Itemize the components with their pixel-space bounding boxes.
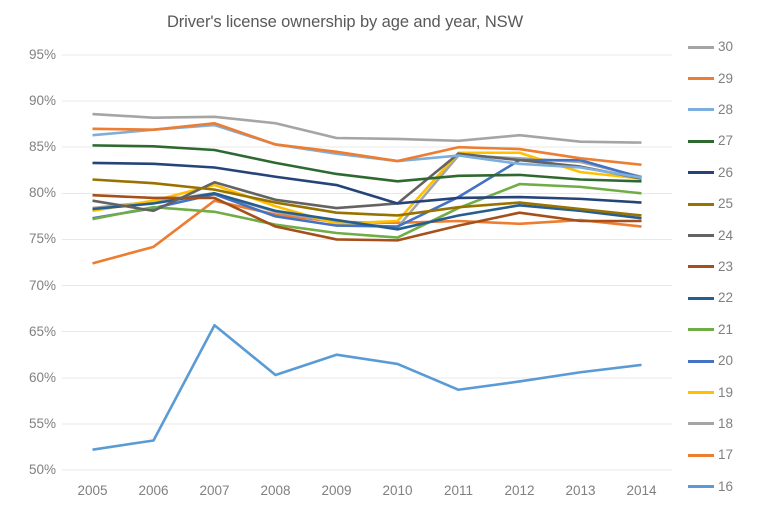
- legend-color-swatch: [688, 265, 714, 269]
- series-line-25: [92, 178, 642, 217]
- legend-item-20[interactable]: 20: [688, 354, 733, 368]
- y-axis-tick-label: 85%: [28, 139, 56, 155]
- legend-item-28[interactable]: 28: [688, 103, 733, 117]
- series-line-28: [92, 123, 642, 179]
- series-line-20: [92, 158, 642, 228]
- x-axis-tick-label: 2005: [77, 483, 108, 498]
- legend-label: 27: [718, 133, 734, 149]
- legend-item-25[interactable]: 25: [688, 197, 733, 211]
- chart-legend: 30 29 28 27 26 25 24 23 22 21 20 19 18 17 16: [688, 40, 767, 518]
- legend-item-16[interactable]: 16: [688, 480, 733, 494]
- x-axis-tick-label: 2008: [260, 483, 291, 498]
- legend-label: 26: [718, 164, 734, 180]
- series-line-30: [92, 112, 642, 144]
- legend-label: 29: [718, 70, 734, 86]
- legend-label: 18: [718, 416, 734, 432]
- plot-area: [62, 48, 672, 478]
- y-axis: 95% 90% 85% 80% 75% 70% 65% 60% 55% 50%: [0, 0, 56, 525]
- legend-label: 16: [718, 478, 734, 494]
- y-axis-tick-label: 50%: [28, 462, 56, 477]
- x-axis-tick-label: 2014: [626, 483, 657, 498]
- x-axis-tick-label: 2006: [138, 483, 169, 498]
- series-line-29: [92, 121, 642, 167]
- legend-item-22[interactable]: 22: [688, 291, 733, 305]
- series-line-26: [92, 161, 642, 205]
- x-axis: 2005 2006 2007 2008 2009 2010 2011 2012 2013 2014: [62, 484, 672, 506]
- legend-color-swatch: [688, 359, 714, 363]
- y-axis-tick-label: 60%: [28, 369, 56, 385]
- y-axis-tick-label: 95%: [28, 47, 56, 62]
- legend-label: 20: [718, 353, 734, 369]
- legend-color-swatch: [688, 422, 714, 426]
- legend-label: 22: [718, 290, 734, 306]
- legend-item-26[interactable]: 26: [688, 166, 733, 180]
- legend-item-23[interactable]: 23: [688, 260, 733, 274]
- legend-item-29[interactable]: 29: [688, 71, 733, 85]
- x-axis-tick-label: 2007: [199, 483, 230, 498]
- legend-item-21[interactable]: 21: [688, 323, 733, 337]
- y-axis-tick-label: 80%: [28, 185, 56, 201]
- legend-color-swatch: [688, 108, 714, 112]
- legend-item-27[interactable]: 27: [688, 134, 733, 148]
- x-axis-tick-label: 2012: [504, 483, 535, 498]
- y-axis-tick-label: 90%: [28, 93, 56, 109]
- legend-item-18[interactable]: 18: [688, 417, 733, 431]
- legend-item-17[interactable]: 17: [688, 448, 733, 462]
- legend-color-swatch: [688, 202, 714, 206]
- legend-color-swatch: [688, 45, 714, 49]
- y-axis-tick-label: 70%: [28, 277, 56, 293]
- series-line-27: [92, 144, 642, 183]
- legend-color-swatch: [688, 139, 714, 143]
- legend-item-24[interactable]: 24: [688, 228, 733, 242]
- legend-color-swatch: [688, 390, 714, 394]
- legend-item-30[interactable]: 30: [688, 40, 733, 54]
- x-axis-tick-label: 2011: [443, 483, 474, 498]
- chart-title: Driver's license ownership by age and ye…: [166, 13, 524, 31]
- legend-color-swatch: [688, 171, 714, 175]
- legend-color-swatch: [688, 233, 714, 237]
- x-axis-tick-label: 2013: [565, 483, 596, 498]
- y-axis-tick-label: 55%: [28, 415, 56, 431]
- series-line-21: [92, 182, 642, 239]
- legend-color-swatch: [688, 453, 714, 457]
- legend-label: 23: [718, 259, 734, 275]
- legend-label: 21: [718, 321, 734, 337]
- legend-color-swatch: [688, 328, 714, 332]
- plot-svg: [62, 54, 672, 471]
- legend-label: 28: [718, 102, 734, 118]
- y-axis-tick-label: 75%: [28, 231, 56, 247]
- x-axis-tick-label: 2009: [321, 483, 352, 498]
- legend-color-swatch: [688, 296, 714, 300]
- legend-color-swatch: [688, 76, 714, 80]
- legend-label: 24: [718, 227, 734, 243]
- legend-label: 30: [718, 39, 734, 55]
- x-axis-tick-label: 2010: [382, 483, 413, 498]
- legend-label: 19: [718, 384, 734, 400]
- series-line-24: [92, 152, 642, 213]
- legend-color-swatch: [688, 485, 714, 489]
- y-axis-tick-label: 65%: [28, 323, 56, 339]
- legend-label: 25: [718, 196, 734, 212]
- legend-label: 17: [718, 447, 734, 463]
- series-line-16: [92, 323, 642, 451]
- legend-item-19[interactable]: 19: [688, 385, 733, 399]
